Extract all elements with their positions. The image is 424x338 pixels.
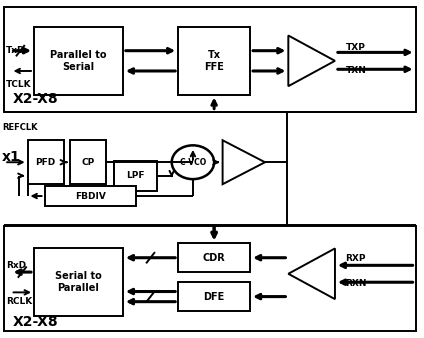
Text: CP: CP bbox=[81, 158, 95, 167]
Text: X2-X8: X2-X8 bbox=[13, 93, 59, 106]
Bar bbox=[70, 140, 106, 184]
Bar bbox=[28, 140, 64, 184]
Polygon shape bbox=[288, 35, 335, 86]
Text: Tx
FFE: Tx FFE bbox=[204, 50, 224, 72]
Text: RXN: RXN bbox=[346, 280, 367, 288]
Text: CDR: CDR bbox=[203, 253, 226, 263]
Text: REFCLK: REFCLK bbox=[2, 123, 38, 132]
Polygon shape bbox=[288, 248, 335, 299]
Text: TXP: TXP bbox=[346, 43, 365, 52]
Circle shape bbox=[172, 145, 214, 179]
Bar bbox=[178, 282, 250, 311]
Text: RxD: RxD bbox=[6, 261, 26, 270]
Bar bbox=[114, 161, 157, 191]
Bar bbox=[4, 226, 416, 331]
Text: x1: x1 bbox=[2, 150, 21, 164]
Bar bbox=[178, 243, 250, 272]
Text: RCLK: RCLK bbox=[6, 297, 33, 306]
Text: Serial to
Parallel: Serial to Parallel bbox=[55, 271, 102, 293]
Text: FBDIV: FBDIV bbox=[75, 192, 106, 200]
Text: TCLK: TCLK bbox=[6, 80, 32, 89]
Text: TxD: TxD bbox=[6, 46, 26, 54]
Text: X2-X8: X2-X8 bbox=[13, 315, 59, 329]
Bar bbox=[34, 248, 123, 316]
Bar bbox=[45, 186, 136, 206]
Text: TXN: TXN bbox=[346, 67, 366, 75]
Text: PFD: PFD bbox=[36, 158, 56, 167]
Bar bbox=[34, 27, 123, 95]
Text: DFE: DFE bbox=[204, 292, 225, 301]
Text: RXP: RXP bbox=[346, 254, 366, 263]
Bar bbox=[4, 7, 416, 112]
Text: C VCO: C VCO bbox=[180, 158, 206, 167]
Bar bbox=[178, 27, 250, 95]
Text: LPF: LPF bbox=[126, 171, 145, 180]
Text: Parallel to
Serial: Parallel to Serial bbox=[50, 50, 107, 72]
Polygon shape bbox=[223, 140, 265, 184]
